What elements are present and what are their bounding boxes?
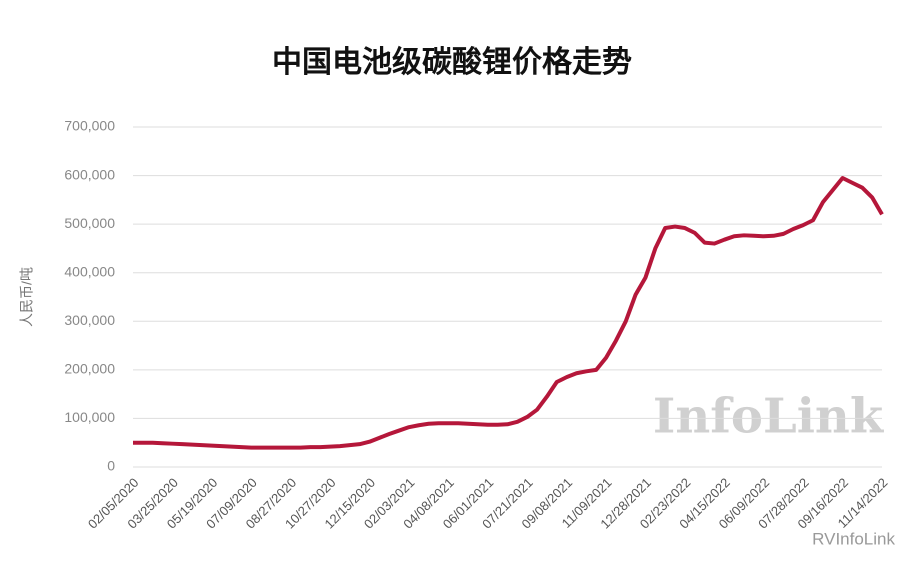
y-tick-label: 300,000 <box>64 312 115 328</box>
y-axis-label: 人民币/吨 <box>19 267 35 327</box>
y-tick-label: 0 <box>107 458 115 474</box>
y-tick-label: 500,000 <box>64 215 115 231</box>
y-tick-label: 600,000 <box>64 166 115 182</box>
watermark-small: RVInfoLink <box>812 529 895 548</box>
y-tick-label: 400,000 <box>64 263 115 279</box>
y-tick-label: 200,000 <box>64 361 115 377</box>
price-line <box>133 176 884 450</box>
watermark: InfoLink <box>653 389 885 445</box>
y-tick-label: 700,000 <box>64 118 115 134</box>
y-tick-label: 100,000 <box>64 409 115 425</box>
chart-title: 中国电池级碳酸锂价格走势 <box>272 46 632 79</box>
